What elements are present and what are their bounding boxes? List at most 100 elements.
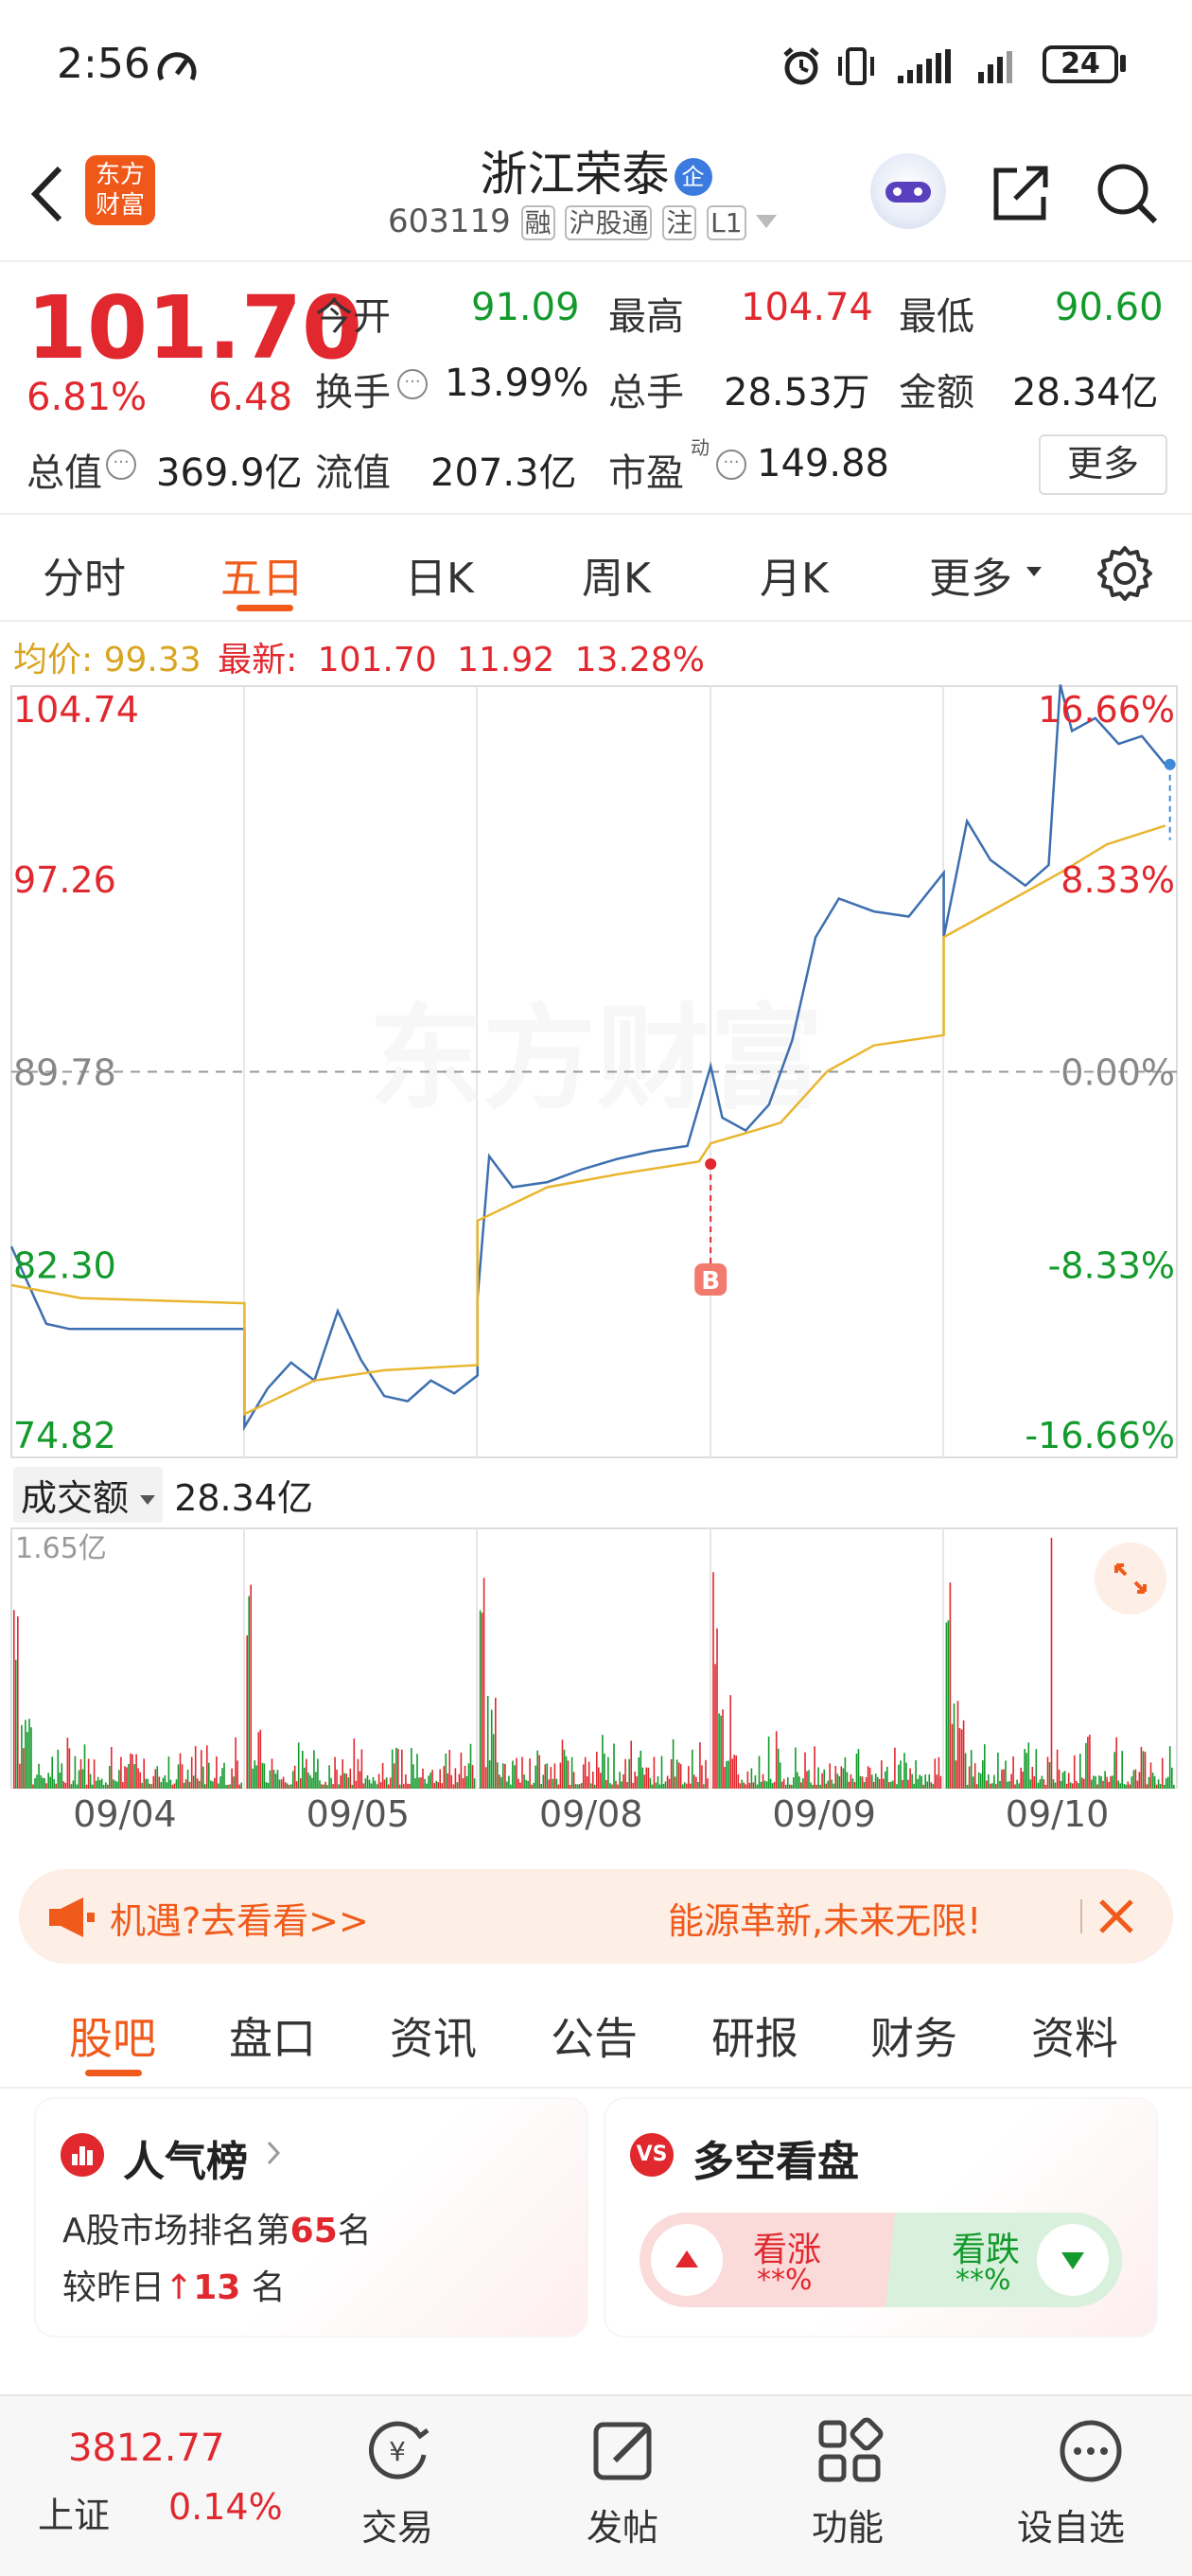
robot-assistant-icon[interactable] (870, 153, 946, 229)
settings-gear-icon[interactable] (1096, 544, 1154, 603)
volume-bar (460, 1752, 463, 1789)
volume-bar (179, 1753, 182, 1789)
search-icon[interactable] (1093, 159, 1161, 227)
volume-bar (905, 1762, 907, 1789)
volume-bar (514, 1765, 516, 1789)
volume-bar (257, 1732, 260, 1789)
turnover-info-icon[interactable]: ··· (397, 369, 428, 399)
app-logo[interactable]: 东方 财富 (85, 155, 155, 225)
tab-orderbook[interactable]: 盘口 (229, 2013, 316, 2064)
bullish-label: 看涨 (753, 2231, 822, 2269)
volume-chart[interactable]: 1.65亿 (0, 1524, 1192, 1789)
tab-intraday[interactable]: 分时 (43, 555, 126, 603)
volume-bar (868, 1767, 871, 1789)
volume-bar (114, 1780, 116, 1789)
volume-bar (666, 1775, 669, 1789)
volume-max-label: 1.65亿 (15, 1532, 107, 1565)
volume-bar (707, 1778, 709, 1789)
volume-bar (416, 1754, 418, 1789)
volume-bar (975, 1784, 978, 1789)
close-icon[interactable] (1097, 1897, 1135, 1935)
volume-bar (401, 1749, 403, 1789)
volume-bar (720, 1715, 722, 1789)
y-axis-left-label: 74.82 (13, 1415, 116, 1456)
info-icon[interactable]: ··· (106, 450, 136, 480)
forum-tab-indicator (85, 2070, 142, 2076)
volume-bar (991, 1783, 993, 1789)
popularity-card[interactable]: 人气榜 A股市场排名第65名 较昨日↑13 名 (36, 2099, 587, 2336)
volume-bar (190, 1756, 193, 1789)
tab-daily-k[interactable]: 日K (405, 555, 474, 603)
promo-banner[interactable]: 机遇?去看看>> 能源革新,未来无限! (19, 1869, 1173, 1964)
index-widget[interactable]: 3812.77 上证 0.14% (0, 2396, 284, 2576)
tab-news[interactable]: 资讯 (390, 2013, 477, 2064)
volume-bar (499, 1774, 500, 1789)
tab-monthly-k[interactable]: 月K (760, 555, 829, 603)
back-icon[interactable] (24, 161, 71, 227)
change-number: 13 (193, 2268, 241, 2307)
tab-financials[interactable]: 财务 (870, 2013, 957, 2064)
price-chart[interactable]: 东方财富 B 104.74 16.66% 97.26 8.33% 89.78 0.00% 8… (0, 681, 1192, 1467)
bearish-button[interactable]: 看跌 **% (885, 2213, 1122, 2307)
volume-bar (1069, 1782, 1072, 1789)
volume-bar (527, 1780, 529, 1789)
tab-weekly-k[interactable]: 周K (582, 555, 651, 603)
nav-functions[interactable]: 功能 (793, 2396, 906, 2576)
volume-bar (366, 1775, 369, 1789)
tab-research[interactable]: 研报 (711, 2013, 798, 2064)
volume-bar (881, 1760, 883, 1789)
volume-bar (164, 1774, 167, 1789)
tag-margin: 融 (520, 205, 555, 240)
volume-bar (827, 1780, 829, 1789)
tab-announcements[interactable]: 公告 (551, 2013, 638, 2064)
volume-bar (471, 1765, 474, 1789)
expand-icon[interactable] (1095, 1543, 1166, 1614)
dropdown-icon[interactable] (756, 215, 778, 228)
buy-marker-dot (705, 1158, 717, 1171)
volume-bar (823, 1769, 825, 1789)
share-icon[interactable] (989, 161, 1053, 225)
popularity-change: 较昨日↑13 名 (62, 2260, 286, 2309)
nav-trade[interactable]: ¥ 交易 (341, 2396, 454, 2576)
volume-bar (810, 1782, 812, 1789)
latest-value: 101.70 (317, 641, 437, 679)
volume-bar (319, 1780, 321, 1789)
sentiment-card[interactable]: VS 多空看盘 看涨 **% 看跌 **% (605, 2099, 1156, 2336)
volume-selector[interactable]: 成交额 (13, 1467, 164, 1523)
volume-bar (387, 1784, 390, 1789)
volume-bar (131, 1754, 133, 1789)
pe-info-icon[interactable]: ··· (716, 450, 746, 480)
volume-bar (221, 1768, 223, 1789)
volume-bar (109, 1766, 111, 1789)
volume-bar (411, 1748, 412, 1789)
volume-bar (980, 1773, 982, 1789)
volume-bar (433, 1783, 435, 1789)
volume-bar (836, 1773, 839, 1789)
tab-more[interactable]: 更多 (929, 555, 1012, 603)
tab-five-day[interactable]: 五日 (220, 555, 304, 603)
volume-bar (1043, 1779, 1045, 1789)
volume-bar (186, 1770, 189, 1789)
volume-bar (552, 1778, 554, 1789)
volume-bar (857, 1749, 860, 1789)
volume-bar (712, 1572, 714, 1789)
bearish-label: 看跌 (952, 2231, 1021, 2269)
volume-bar (657, 1775, 659, 1789)
volume-bar (902, 1779, 903, 1789)
volume-bar (1027, 1742, 1030, 1789)
more-button[interactable]: 更多 (1039, 434, 1167, 495)
bullish-button[interactable]: 看涨 **% (640, 2213, 895, 2307)
volume-bar (1022, 1772, 1024, 1789)
volume-bar (1050, 1538, 1053, 1789)
header: 东方 财富 浙江荣泰 企 603119 融 沪股通 注 L1 (0, 132, 1192, 262)
nav-add-watchlist[interactable]: 设自选 (1017, 2396, 1168, 2576)
tab-profile[interactable]: 资料 (1031, 2013, 1118, 2064)
volume-bar (819, 1784, 821, 1789)
nav-post[interactable]: 发帖 (568, 2396, 681, 2576)
volume-bar (917, 1778, 919, 1789)
volume-bar (619, 1772, 621, 1789)
tab-forum[interactable]: 股吧 (69, 2013, 156, 2064)
avg-value: 99.33 (103, 641, 202, 679)
y-axis-left-label: 104.74 (13, 689, 139, 731)
volume-bar (686, 1783, 688, 1789)
